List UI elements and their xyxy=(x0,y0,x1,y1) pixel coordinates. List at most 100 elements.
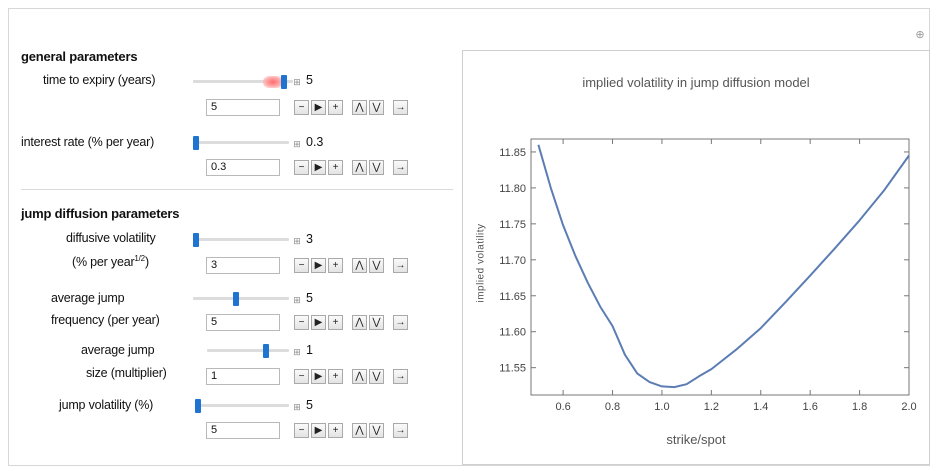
time-to-expiry-value: 5 xyxy=(306,73,313,87)
increment-button[interactable]: + xyxy=(328,369,343,384)
slider-thumb[interactable] xyxy=(233,292,239,306)
x-tick-label: 1.4 xyxy=(753,401,768,413)
toggle-input-icon[interactable]: ⊞ xyxy=(293,77,301,87)
decrement-button[interactable]: − xyxy=(294,160,309,175)
toggle-input-icon[interactable]: ⊞ xyxy=(293,139,301,149)
general-parameters-title: general parameters xyxy=(21,49,138,64)
direction-button[interactable]: → xyxy=(393,423,408,438)
increment-button[interactable]: + xyxy=(328,160,343,175)
slower-button[interactable]: ⋁ xyxy=(369,100,384,115)
increment-button[interactable]: + xyxy=(328,315,343,330)
slower-button[interactable]: ⋁ xyxy=(369,315,384,330)
jump-size-slider[interactable] xyxy=(207,344,289,358)
jump-volatility-value: 5 xyxy=(306,398,313,412)
slider-thumb[interactable] xyxy=(193,233,199,247)
implied-volatility-chart: 0.6 0.8 1.0 1.2 1.4 1.6 1.8 2.0 11.55 11.60 11.65 1… xyxy=(499,138,917,413)
x-tick-label: 0.6 xyxy=(555,401,570,413)
x-tick-label: 2.0 xyxy=(901,401,916,413)
interest-rate-slider[interactable] xyxy=(193,136,289,150)
play-button[interactable]: ▶ xyxy=(311,258,326,273)
play-button[interactable]: ▶ xyxy=(311,423,326,438)
y-tick-label: 11.85 xyxy=(499,147,526,159)
diffusive-volatility-units: (% per year1/2) xyxy=(72,254,149,270)
decrement-button[interactable]: − xyxy=(294,315,309,330)
average-jump-frequency-label: average jump xyxy=(51,291,125,305)
manipulate-panel: ⊕ general parameters time to expiry (yea… xyxy=(8,8,930,466)
y-tick-label: 11.60 xyxy=(499,327,526,339)
direction-button[interactable]: → xyxy=(393,160,408,175)
jump-frequency-input[interactable]: 5 xyxy=(206,314,280,331)
diffusive-volatility-slider[interactable] xyxy=(193,233,289,247)
faster-button[interactable]: ⋀ xyxy=(352,258,367,273)
volatility-curve xyxy=(537,144,910,389)
decrement-button[interactable]: − xyxy=(294,369,309,384)
time-to-expiry-input[interactable]: 5 xyxy=(206,99,280,116)
plot-panel: implied volatility in jump diffusion mod… xyxy=(462,50,930,465)
slider-thumb[interactable] xyxy=(193,136,199,150)
section-divider xyxy=(21,189,453,190)
play-button[interactable]: ▶ xyxy=(311,315,326,330)
plot-frame xyxy=(530,138,910,396)
jump-frequency-slider[interactable] xyxy=(193,292,289,306)
increment-button[interactable]: + xyxy=(328,423,343,438)
direction-button[interactable]: → xyxy=(393,315,408,330)
y-tick-label: 11.65 xyxy=(499,291,526,303)
y-tick-label: 11.70 xyxy=(499,255,526,267)
decrement-button[interactable]: − xyxy=(294,423,309,438)
direction-button[interactable]: → xyxy=(393,100,408,115)
interest-rate-input[interactable]: 0.3 xyxy=(206,159,280,176)
diffusive-volatility-input[interactable]: 3 xyxy=(206,257,280,274)
slider-thumb[interactable] xyxy=(263,344,269,358)
slider-hover-glow xyxy=(263,76,283,88)
x-tick-label: 1.0 xyxy=(654,401,669,413)
diffusive-volatility-value: 3 xyxy=(306,232,313,246)
toggle-input-icon[interactable]: ⊞ xyxy=(293,402,301,412)
average-jump-size-label: average jump xyxy=(81,343,155,357)
direction-button[interactable]: → xyxy=(393,258,408,273)
play-button[interactable]: ▶ xyxy=(311,369,326,384)
decrement-button[interactable]: − xyxy=(294,100,309,115)
play-button[interactable]: ▶ xyxy=(311,100,326,115)
faster-button[interactable]: ⋀ xyxy=(352,100,367,115)
play-button[interactable]: ▶ xyxy=(311,160,326,175)
jump-size-value: 1 xyxy=(306,343,313,357)
interest-rate-label: interest rate (% per year) xyxy=(21,135,155,149)
jump-frequency-value: 5 xyxy=(306,291,313,305)
faster-button[interactable]: ⋀ xyxy=(352,369,367,384)
time-to-expiry-slider[interactable] xyxy=(193,75,293,89)
jump-volatility-slider[interactable] xyxy=(195,399,289,413)
toggle-input-icon[interactable]: ⊞ xyxy=(293,295,301,305)
direction-button[interactable]: → xyxy=(393,369,408,384)
toggle-input-icon[interactable]: ⊞ xyxy=(293,347,301,357)
decrement-button[interactable]: − xyxy=(294,258,309,273)
toggle-input-icon[interactable]: ⊞ xyxy=(293,236,301,246)
faster-button[interactable]: ⋀ xyxy=(352,423,367,438)
x-tick-label: 0.8 xyxy=(605,401,620,413)
increment-button[interactable]: + xyxy=(328,258,343,273)
jump-volatility-label: jump volatility (%) xyxy=(59,398,154,412)
x-tick-label: 1.2 xyxy=(704,401,719,413)
interest-rate-value: 0.3 xyxy=(306,135,324,149)
faster-button[interactable]: ⋀ xyxy=(352,315,367,330)
diffusive-volatility-label: diffusive volatility xyxy=(66,231,156,245)
jump-volatility-input[interactable]: 5 xyxy=(206,422,280,439)
x-axis-label: strike/spot xyxy=(666,432,726,447)
faster-button[interactable]: ⋀ xyxy=(352,160,367,175)
slider-thumb[interactable] xyxy=(195,399,201,413)
slower-button[interactable]: ⋁ xyxy=(369,258,384,273)
jump-size-input[interactable]: 1 xyxy=(206,368,280,385)
slower-button[interactable]: ⋁ xyxy=(369,369,384,384)
slower-button[interactable]: ⋁ xyxy=(369,160,384,175)
slider-thumb[interactable] xyxy=(281,75,287,89)
jump-diffusion-parameters-title: jump diffusion parameters xyxy=(21,206,180,221)
average-jump-frequency-units: frequency (per year) xyxy=(51,313,160,327)
chart-title: implied volatility in jump diffusion mod… xyxy=(582,75,810,90)
y-tick-label: 11.55 xyxy=(499,363,526,375)
x-tick-label: 1.6 xyxy=(803,401,818,413)
increment-button[interactable]: + xyxy=(328,100,343,115)
expand-icon[interactable]: ⊕ xyxy=(915,29,925,41)
average-jump-size-units: size (multiplier) xyxy=(86,366,167,380)
y-tick-label: 11.75 xyxy=(499,219,526,231)
y-tick-label: 11.80 xyxy=(499,183,526,195)
slower-button[interactable]: ⋁ xyxy=(369,423,384,438)
